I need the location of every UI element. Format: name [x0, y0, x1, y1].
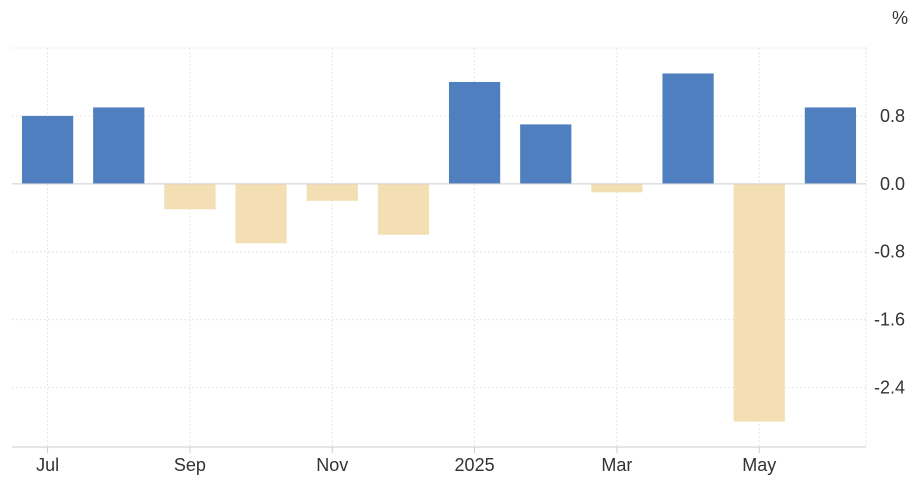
bar-aug-2024 [93, 107, 145, 184]
bar-oct-2024 [235, 183, 287, 244]
bar-apr-2025 [662, 73, 714, 184]
bars [21, 73, 857, 422]
axes [12, 48, 867, 453]
y-tick-label: -0.8 [874, 242, 905, 262]
y-tick-label: 0.8 [880, 106, 905, 126]
bar-jan-2025 [448, 81, 501, 184]
x-tick-label: 2025 [455, 455, 495, 475]
x-tick-label: May [742, 455, 776, 475]
bar-jun-2025 [804, 107, 857, 184]
bar-feb-2025 [520, 124, 572, 184]
x-tick-label: Jul [36, 455, 59, 475]
tick-labels: 0.8 0.0 -0.8 -1.6 -2.4 Jul Sep Nov 2025 Mar May [36, 106, 905, 475]
bar-jul-2024 [21, 115, 74, 184]
bar-sep-2024 [164, 183, 216, 210]
bar-mar-2025 [591, 183, 643, 193]
x-tick-label: Nov [316, 455, 348, 475]
bar-dec-2024 [377, 183, 430, 235]
y-tick-label: -1.6 [874, 310, 905, 330]
y-tick-label: 0.0 [880, 174, 905, 194]
bar-may-2025 [733, 183, 785, 422]
x-tick-label: Sep [174, 455, 206, 475]
y-tick-label: -2.4 [874, 378, 905, 398]
x-tick-label: Mar [601, 455, 632, 475]
y-axis-unit-label: % [892, 8, 908, 28]
bar-nov-2024 [306, 183, 358, 201]
